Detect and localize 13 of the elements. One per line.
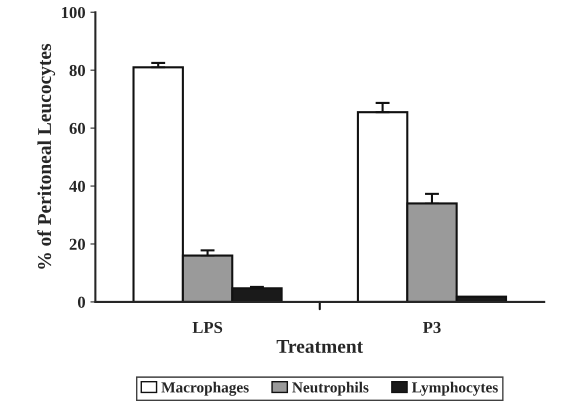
y-tick-label: 80 [70, 64, 86, 76]
x-tick-label: P3 [422, 322, 441, 334]
x-axis-title: Treatment [276, 340, 364, 353]
y-tick-label: 100 [62, 6, 86, 18]
x-tick-label: LPS [192, 322, 222, 334]
y-tick-label: 60 [70, 122, 86, 134]
legend-label: Lymphocytes [412, 382, 498, 396]
y-tick-label: 20 [70, 238, 86, 250]
y-tick-label: 40 [69, 180, 86, 192]
y-tick-label: 0 [78, 296, 86, 308]
y-axis-title: % of Peritoneal Leucocytes [37, 44, 56, 269]
legend-label: Macrophages [161, 382, 249, 396]
legend-label: Neutrophils [292, 382, 369, 396]
